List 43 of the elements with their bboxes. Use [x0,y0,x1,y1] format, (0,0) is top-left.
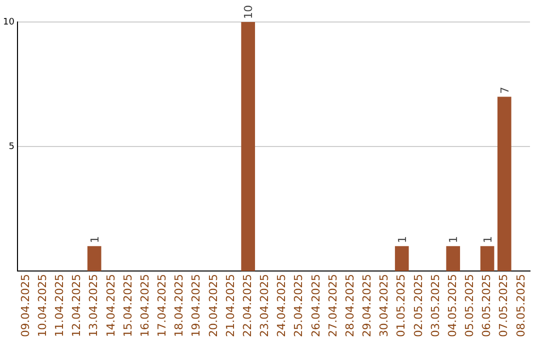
x-tick-label: 23.04.2025 [258,274,272,338]
data-label: 7 [498,86,512,94]
x-tick-label: 05.05.2025 [463,274,476,338]
x-tick-label: 28.04.2025 [343,274,356,338]
x-tick-label: 09.04.2025 [18,274,32,338]
x-tick-label: 04.05.2025 [446,274,459,338]
bar [87,246,102,272]
x-tick-label: 01.05.2025 [394,274,408,338]
x-tick-label: 10.04.2025 [36,274,49,338]
x-tick-label: 29.04.2025 [360,274,374,338]
bar [480,246,494,272]
data-label: 1 [88,236,102,244]
x-tick-label: 16.04.2025 [138,274,152,338]
x-tick-label: 11.04.2025 [53,274,66,338]
x-tick-label: 18.04.2025 [172,274,186,338]
bar [241,22,256,272]
bar [394,246,409,272]
x-tick-label: 14.04.2025 [104,274,118,338]
y-tick-label: 5 [8,142,14,152]
x-tick-label: 17.04.2025 [156,274,169,338]
data-label: 10 [242,5,256,19]
x-tick-label: 13.04.2025 [87,274,100,338]
x-tick-label: 20.04.2025 [206,274,220,338]
x-tick-label: 07.05.2025 [497,274,510,338]
x-tick-label: 15.04.2025 [121,274,134,338]
x-tick-label: 26.04.2025 [309,274,322,338]
x-tick-label: 06.05.2025 [480,274,494,338]
x-tick-label: 19.04.2025 [190,274,203,338]
x-tick-label: 21.04.2025 [224,274,237,338]
bar [446,246,460,272]
x-tick-label: 08.05.2025 [514,274,528,338]
x-tick-label: 02.05.2025 [412,274,425,338]
x-tick-label: 30.04.2025 [378,274,391,338]
bar [497,96,512,272]
x-tick-label: 03.05.2025 [428,274,442,338]
data-label: 1 [481,236,494,244]
x-tick-label: 25.04.2025 [292,274,306,338]
data-label: 1 [396,236,409,244]
x-tick-label: 12.04.2025 [70,274,84,338]
data-label: 1 [447,236,460,244]
x-tick-label: 24.04.2025 [275,274,288,338]
x-tick-label: 22.04.2025 [240,274,254,338]
x-tick-label: 27.04.2025 [326,274,340,338]
